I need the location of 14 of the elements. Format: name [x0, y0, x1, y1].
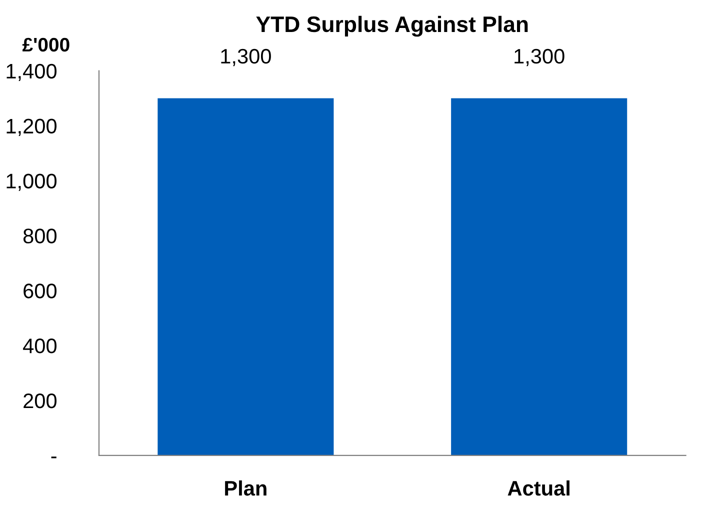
- y-tick-label: 1,000: [6, 174, 57, 191]
- y-axis-title: £'000: [22, 38, 70, 52]
- data-label: 1,300: [514, 48, 564, 66]
- y-tick-label: 600: [24, 284, 56, 298]
- y-tick-label: -: [51, 456, 56, 458]
- x-tick-label: Plan: [225, 480, 266, 496]
- y-tick-label: 1,200: [6, 118, 57, 136]
- y-tick-label: 800: [23, 228, 56, 244]
- y-tick-label: 400: [23, 338, 56, 354]
- y-tick-label: 200: [24, 393, 56, 408]
- x-tick-label: Actual: [508, 480, 570, 496]
- y-tick-label: 1,400: [6, 64, 57, 82]
- data-label: 1,300: [221, 48, 271, 66]
- chart-title: YTD Surplus Against Plan: [256, 16, 528, 37]
